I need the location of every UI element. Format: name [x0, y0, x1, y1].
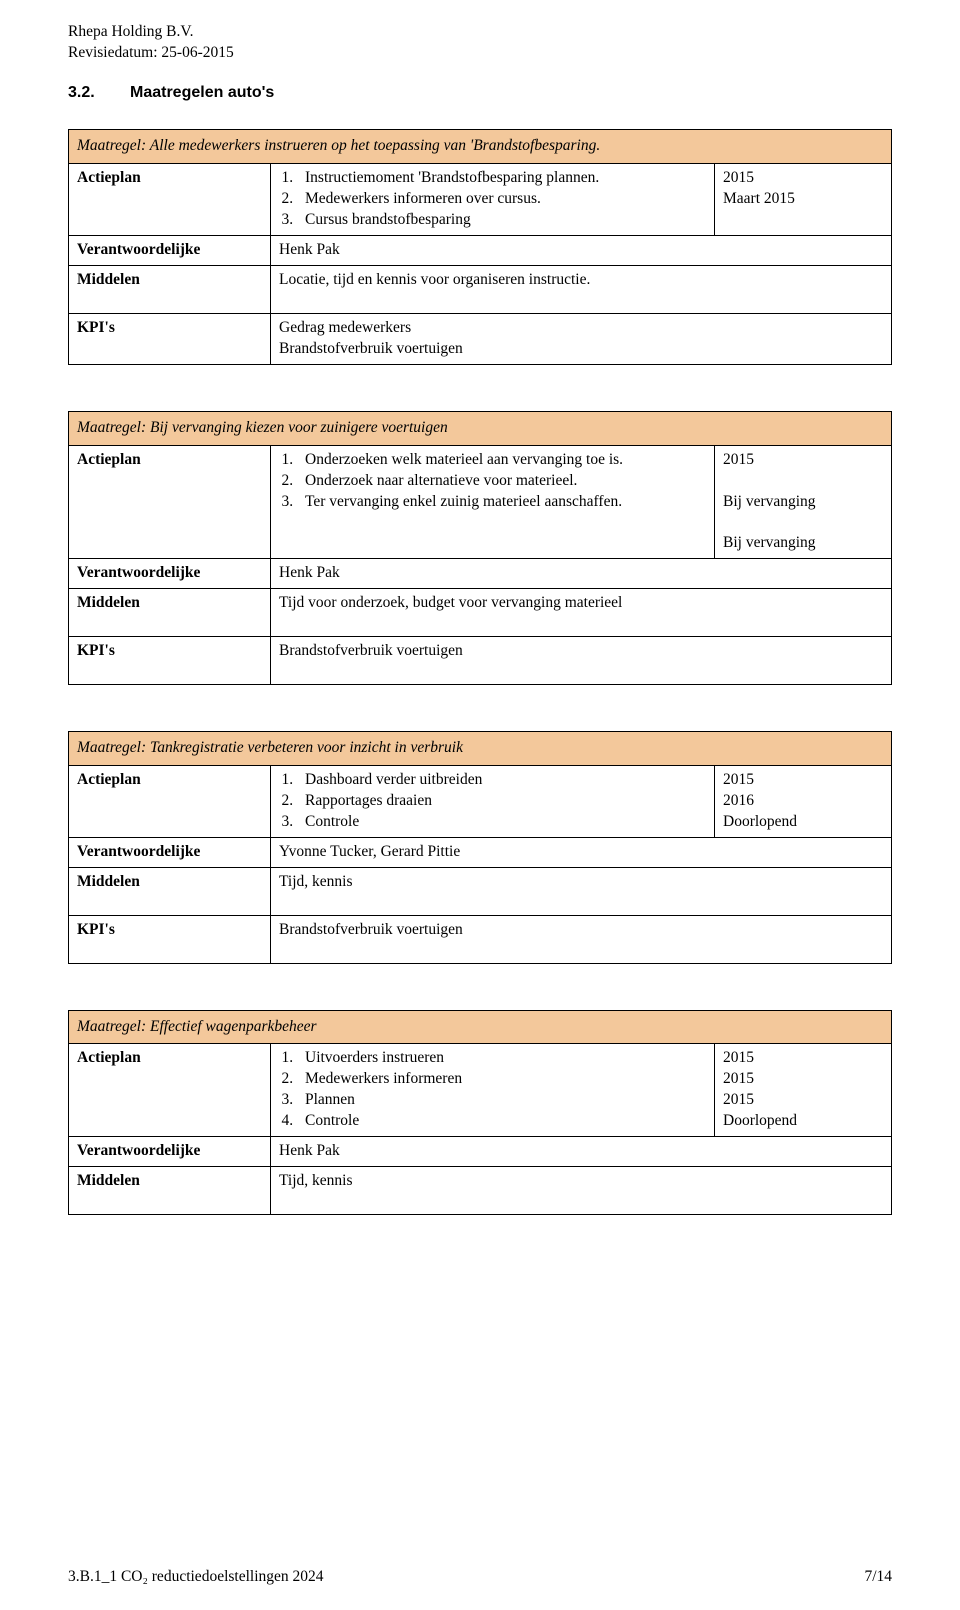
page-footer: 3.B.1_1 CO₂ reductiedoelstellingen 2024 …	[68, 1567, 892, 1588]
actieplan-item: Controle	[297, 812, 706, 833]
maatregel-table-4: Maatregel: Effectief wagenparkbeheer Act…	[68, 1010, 892, 1215]
actieplan-timing: 2015 Maart 2015	[715, 164, 892, 236]
kpi-label: KPI's	[69, 637, 271, 685]
actieplan-items: Uitvoerders instrueren Medewerkers infor…	[271, 1044, 715, 1137]
maatregel-table-3: Maatregel: Tankregistratie verbeteren vo…	[68, 731, 892, 963]
section-title: Maatregelen auto's	[130, 84, 274, 101]
actieplan-item: Dashboard verder uitbreiden	[297, 770, 706, 791]
maatregel-title: Maatregel: Alle medewerkers instrueren o…	[69, 130, 892, 164]
actieplan-item: Instructiemoment 'Brandstofbesparing pla…	[297, 168, 706, 189]
actieplan-item: Medewerkers informeren over cursus.	[297, 189, 706, 210]
middelen-value: Locatie, tijd en kennis voor organiseren…	[271, 266, 892, 314]
actieplan-item: Medewerkers informeren	[297, 1069, 706, 1090]
middelen-label: Middelen	[69, 1167, 271, 1215]
actieplan-item: Onderzoek naar alternatieve voor materie…	[297, 471, 706, 492]
actieplan-label: Actieplan	[69, 445, 271, 559]
kpi-label: KPI's	[69, 915, 271, 963]
actieplan-label: Actieplan	[69, 1044, 271, 1137]
actieplan-items: Onderzoeken welk materieel aan vervangin…	[271, 445, 715, 559]
kpi-value: Brandstofverbruik voertuigen	[271, 637, 892, 685]
company-name: Rhepa Holding B.V.	[68, 22, 892, 43]
middelen-value: Tijd, kennis	[271, 1167, 892, 1215]
maatregel-table-1: Maatregel: Alle medewerkers instrueren o…	[68, 129, 892, 364]
actieplan-timing: 2015 2016 Doorlopend	[715, 766, 892, 838]
footer-left: 3.B.1_1 CO₂ reductiedoelstellingen 2024	[68, 1567, 324, 1588]
verantwoordelijke-label: Verantwoordelijke	[69, 837, 271, 867]
verantwoordelijke-value: Yvonne Tucker, Gerard Pittie	[271, 837, 892, 867]
actieplan-label: Actieplan	[69, 766, 271, 838]
page: Rhepa Holding B.V. Revisiedatum: 25-06-2…	[0, 0, 960, 1610]
section-heading: 3.2.Maatregelen auto's	[68, 82, 892, 104]
maatregel-title: Maatregel: Effectief wagenparkbeheer	[69, 1010, 892, 1044]
middelen-value: Tijd, kennis	[271, 867, 892, 915]
actieplan-label: Actieplan	[69, 164, 271, 236]
actieplan-item: Controle	[297, 1111, 706, 1132]
actieplan-timing: 2015 2015 2015 Doorlopend	[715, 1044, 892, 1137]
footer-right: 7/14	[864, 1567, 892, 1588]
actieplan-items: Instructiemoment 'Brandstofbesparing pla…	[271, 164, 715, 236]
actieplan-item: Cursus brandstofbesparing	[297, 210, 706, 231]
middelen-label: Middelen	[69, 589, 271, 637]
maatregel-title: Maatregel: Bij vervanging kiezen voor zu…	[69, 411, 892, 445]
kpi-label: KPI's	[69, 313, 271, 364]
verantwoordelijke-value: Henk Pak	[271, 1137, 892, 1167]
middelen-label: Middelen	[69, 867, 271, 915]
actieplan-items: Dashboard verder uitbreiden Rapportages …	[271, 766, 715, 838]
actieplan-item: Ter vervanging enkel zuinig materieel aa…	[297, 492, 706, 513]
verantwoordelijke-label: Verantwoordelijke	[69, 236, 271, 266]
middelen-value: Tijd voor onderzoek, budget voor vervang…	[271, 589, 892, 637]
verantwoordelijke-label: Verantwoordelijke	[69, 559, 271, 589]
verantwoordelijke-value: Henk Pak	[271, 559, 892, 589]
section-number: 3.2.	[68, 82, 130, 104]
actieplan-item: Plannen	[297, 1090, 706, 1111]
actieplan-item: Uitvoerders instrueren	[297, 1048, 706, 1069]
actieplan-item: Onderzoeken welk materieel aan vervangin…	[297, 450, 706, 471]
actieplan-item: Rapportages draaien	[297, 791, 706, 812]
maatregel-table-2: Maatregel: Bij vervanging kiezen voor zu…	[68, 411, 892, 685]
verantwoordelijke-label: Verantwoordelijke	[69, 1137, 271, 1167]
kpi-value: Brandstofverbruik voertuigen	[271, 915, 892, 963]
page-header: Rhepa Holding B.V. Revisiedatum: 25-06-2…	[68, 22, 892, 64]
actieplan-timing: 2015 Bij vervanging Bij vervanging	[715, 445, 892, 559]
verantwoordelijke-value: Henk Pak	[271, 236, 892, 266]
revision-date: Revisiedatum: 25-06-2015	[68, 43, 892, 64]
maatregel-title: Maatregel: Tankregistratie verbeteren vo…	[69, 732, 892, 766]
kpi-value: Gedrag medewerkers Brandstofverbruik voe…	[271, 313, 892, 364]
middelen-label: Middelen	[69, 266, 271, 314]
